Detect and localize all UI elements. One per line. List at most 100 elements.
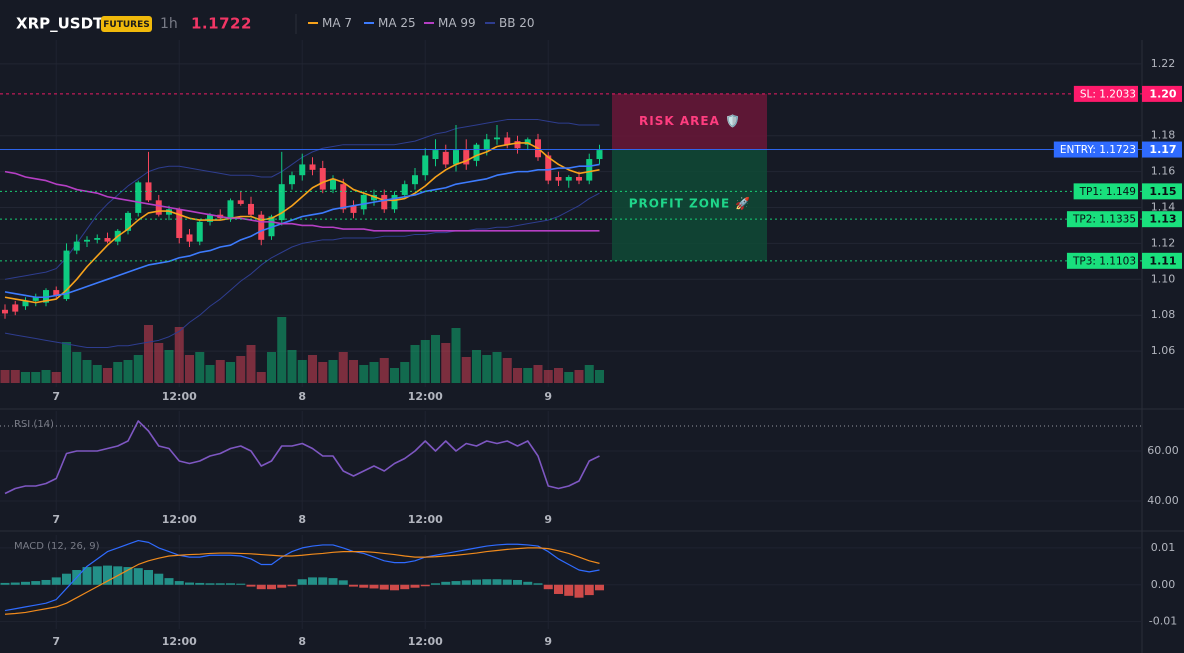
level-tag: SL: 1.2033 (1080, 88, 1136, 100)
y-tick-label: 1.06 (1151, 344, 1176, 357)
candle-body (371, 194, 377, 201)
histogram-bar (410, 584, 420, 588)
volume-bar (410, 345, 420, 383)
x-tick-label: 12:00 (162, 390, 197, 403)
candle-body (412, 175, 418, 185)
histogram-bar (441, 581, 451, 585)
candle-body (350, 205, 357, 213)
candle-body (473, 144, 480, 161)
legend-label: MA 25 (378, 16, 416, 30)
volume-bar (441, 343, 451, 383)
candle-body (524, 139, 531, 145)
histogram-bar (328, 578, 338, 585)
volume-bar (103, 368, 112, 383)
histogram-bar (584, 584, 594, 596)
histogram-bar (523, 581, 533, 585)
histogram-bar (533, 583, 543, 585)
volume-bar (246, 345, 256, 383)
candle-body (330, 178, 336, 190)
histogram-bar (205, 583, 215, 585)
x-tick-label: 12:00 (162, 635, 197, 648)
volume-bar (51, 372, 61, 383)
volume-bar (226, 362, 235, 383)
candle-body (381, 194, 388, 210)
candle-body (422, 155, 429, 176)
candle-body (401, 184, 408, 195)
candle-body (565, 177, 572, 181)
macd-line (4, 539, 600, 612)
candle-body (22, 300, 29, 307)
candle-body (237, 200, 244, 204)
level-tag-bg (1073, 183, 1138, 200)
volume-bar (215, 360, 225, 383)
histogram-bar (359, 584, 369, 588)
volume-bar (31, 372, 41, 383)
y-tick-label: 1.10 (1151, 272, 1176, 285)
histogram-bar (133, 568, 143, 585)
volume-bar (133, 355, 143, 383)
volume-bar (195, 352, 205, 383)
candle-body (104, 238, 111, 242)
candle-body (53, 290, 60, 296)
volume-bar (554, 368, 563, 383)
candle-body (145, 182, 152, 201)
x-tick-label: 7 (52, 635, 60, 648)
axis-tag-bg (1142, 141, 1182, 158)
x-tick-label: 12:00 (408, 390, 443, 403)
y-tick-label: 40.00 (1147, 494, 1179, 507)
volume-bar (21, 372, 30, 383)
histogram-bar (92, 566, 102, 585)
histogram-bar (185, 582, 194, 585)
x-tick-label: 12:00 (408, 513, 443, 526)
badge-bg (101, 16, 152, 32)
rsi-line (4, 420, 600, 495)
volume-bar (328, 360, 338, 383)
zone-label: RISK AREA 🛡️ (639, 114, 741, 128)
candle-body (207, 214, 213, 222)
y-tick-label: -0.01 (1149, 615, 1177, 628)
histogram-bar (379, 584, 389, 590)
y-tick-label: 0.00 (1151, 578, 1176, 591)
x-tick-label: 8 (298, 635, 306, 648)
volume-bar (267, 352, 276, 383)
volume-bar (472, 350, 481, 383)
y-tick-label: 1.22 (1151, 57, 1176, 70)
x-tick-label: 8 (298, 390, 306, 403)
candle-body (309, 164, 316, 170)
x-tick-label: 9 (544, 635, 552, 648)
histogram-bar (123, 567, 133, 585)
histogram-bar (256, 584, 266, 590)
level-tag-bg (1073, 85, 1138, 102)
volume-bar (92, 365, 102, 383)
volume-bar (338, 352, 348, 383)
histogram-bar (482, 579, 492, 585)
moving-average (4, 142, 600, 304)
histogram-bar (420, 584, 430, 587)
level-tag-bg (1066, 211, 1138, 228)
y-tick-label: 60.00 (1147, 444, 1179, 457)
axis-tag: 1.11 (1149, 254, 1176, 267)
level-tag-bg (1053, 141, 1138, 158)
histogram-bar (400, 584, 410, 590)
histogram-bar (277, 584, 287, 588)
histogram-bar (318, 577, 328, 585)
volume-bar (482, 355, 492, 383)
volume-bar (41, 370, 51, 383)
volume-bar (318, 362, 328, 383)
x-tick-label: 7 (52, 513, 60, 526)
volume-bar (359, 365, 369, 383)
candle-body (463, 150, 470, 165)
volume-bar (369, 362, 379, 383)
candle-body (73, 241, 80, 251)
candle-body (2, 309, 8, 314)
badge: FUTURES (103, 20, 149, 30)
x-tick-label: 9 (544, 390, 552, 403)
histogram-bar (154, 573, 164, 585)
candle-body (319, 168, 326, 190)
histogram-bar (41, 579, 51, 585)
histogram-bar (164, 578, 174, 585)
moving-average (4, 170, 600, 232)
volume-bar (543, 370, 553, 383)
candle-body (576, 177, 582, 181)
